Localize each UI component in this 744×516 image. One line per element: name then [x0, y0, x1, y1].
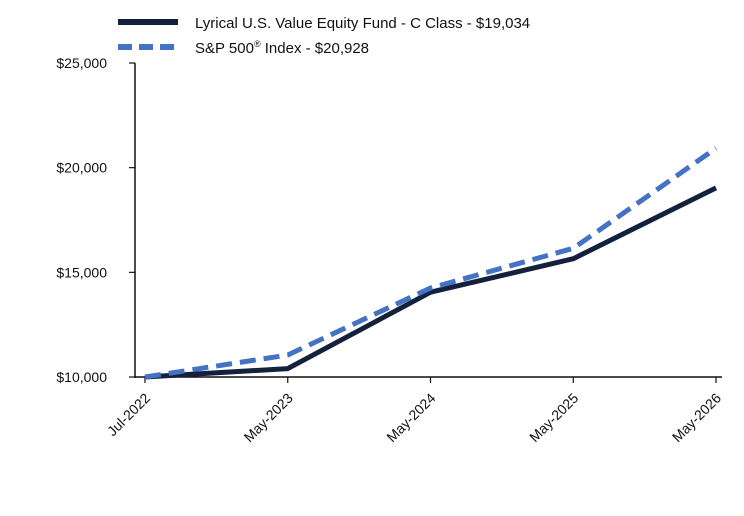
legend: Lyrical U.S. Value Equity Fund - C Class…	[118, 15, 530, 57]
legend-label-fund: Lyrical U.S. Value Equity Fund - C Class…	[195, 15, 530, 32]
x-tick-label: Jul-2022	[104, 390, 153, 439]
series-lines	[144, 146, 718, 380]
x-tick-label: May-2026	[669, 390, 724, 445]
y-tick-label: $20,000	[56, 160, 107, 176]
y-tick-label: $25,000	[56, 55, 107, 71]
legend-label-index-main: S&P 500	[195, 40, 254, 57]
y-tick-label: $15,000	[56, 264, 107, 280]
y-tick-label: $10,000	[56, 369, 107, 385]
legend-label-index: S&P 500® Index - $20,928	[195, 39, 369, 57]
series-line-fund	[144, 185, 718, 380]
x-tick-label: May-2023	[241, 390, 296, 445]
x-axis-ticks: Jul-2022 May-2023 May-2024 May-2025 May-2026	[104, 377, 724, 445]
y-axis-ticks: $10,000 $15,000 $20,000 $25,000	[56, 55, 135, 385]
legend-label-index-suffix: Index - $20,928	[261, 40, 369, 57]
axes	[134, 63, 722, 378]
series-line-index	[144, 146, 718, 380]
x-tick-label: May-2025	[526, 390, 581, 445]
x-tick-label: May-2024	[383, 390, 438, 445]
legend-label-index-sup: ®	[254, 39, 261, 49]
